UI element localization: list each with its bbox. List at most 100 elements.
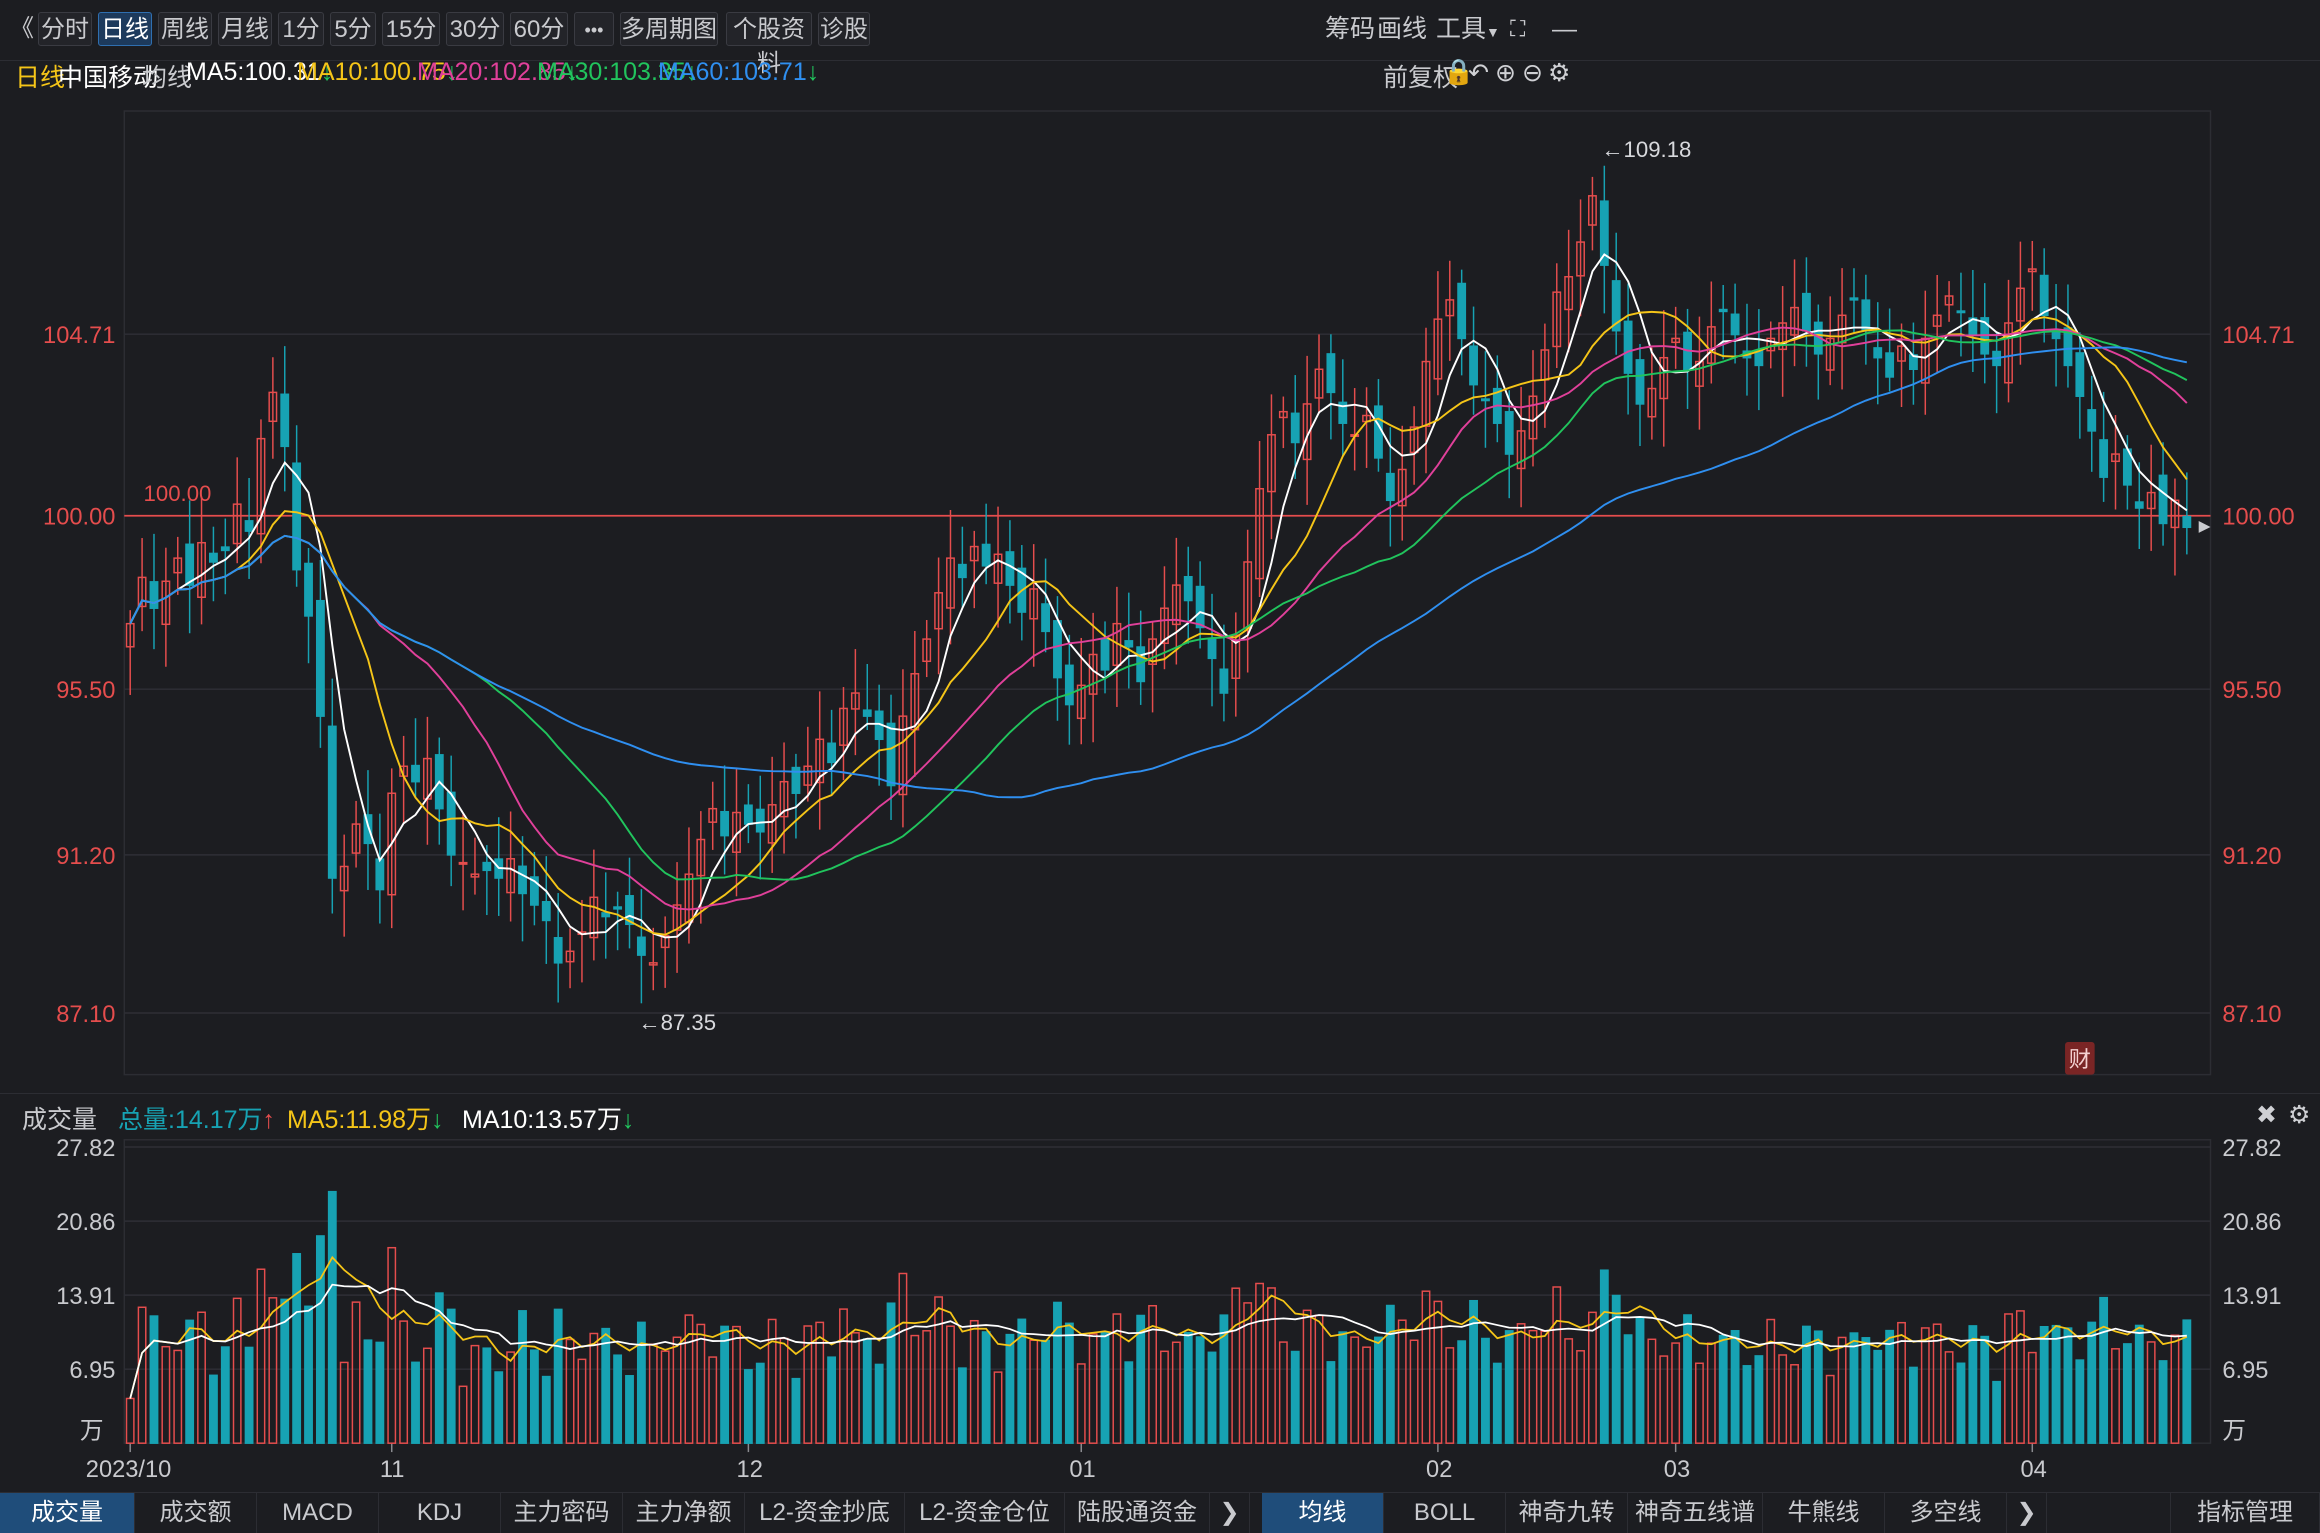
volume-bar [1397,1319,1407,1444]
zoom-out-icon[interactable]: ⊖ [1522,59,1543,87]
volume-bar [839,1308,848,1444]
volume-bar [280,1298,290,1444]
tab-main-net[interactable]: 主力净额 [623,1493,745,1533]
tab-five-line[interactable]: 神奇五线谱 [1628,1493,1763,1533]
period-tab-week[interactable]: 周线 [158,12,212,46]
stock-info-button[interactable]: 个股资料 [726,12,812,77]
candle-body [232,503,242,545]
tab-volume[interactable]: 成交量 [0,1493,135,1533]
volume-bar [1385,1304,1395,1444]
candle-body [2146,491,2156,510]
volume-bar [779,1337,789,1444]
period-tab-60min[interactable]: 60分 [510,12,568,46]
adjust-label[interactable]: 前复权 [1383,64,1459,92]
zoom-in-icon[interactable]: ⊕ [1495,59,1516,87]
candle-body [2004,322,2013,384]
candle-body [1647,387,1657,418]
more-button[interactable]: ••• [574,12,614,46]
close-volume-icon[interactable]: ✖ [2256,1101,2277,1129]
candle-body [2158,474,2168,525]
volume-bar [684,1314,694,1444]
volume-bar [2015,1310,2025,1444]
chevron-right-icon[interactable]: ❯ [2007,1493,2047,1533]
volume-bar [803,1325,813,1444]
candle-body [137,576,147,608]
diagnose-button[interactable]: 诊股 [818,12,870,46]
volume-bar [1326,1361,1336,1444]
tools-button[interactable]: 工具▼ [1436,12,1500,46]
candle-body [1944,295,1954,306]
volume-tick-label-right: 6.95 [2222,1358,2268,1384]
undo-icon[interactable]: ↶ [1468,59,1489,87]
volume-bar [1528,1329,1538,1444]
period-tab-15min[interactable]: 15分 [382,12,440,46]
tab-amount[interactable]: 成交额 [135,1493,257,1533]
volume-bar [1718,1334,1728,1444]
volume-bar [1362,1346,1371,1444]
candle-body [470,873,480,878]
volume-bar [363,1339,373,1444]
volume-bar [1611,1294,1621,1444]
volume-bar [791,1377,801,1444]
tab-l2-position[interactable]: L2-资金仓位 [905,1493,1065,1533]
candle-body [1338,401,1348,424]
tab-northbound[interactable]: 陆股通资金 [1065,1493,1210,1533]
candle-body [720,810,730,837]
high-annotation: ←109.18 [1601,137,1691,162]
chevron-right-icon[interactable]: ❯ [1210,1493,1250,1533]
volume-bar [518,1310,527,1444]
volume-bar [1588,1311,1597,1444]
candle-body [1053,620,1062,679]
volume-bar [1017,1318,1027,1444]
candle-body [553,937,563,964]
tab-ma[interactable]: 均线 [1262,1493,1384,1533]
tab-bull-bear[interactable]: 牛熊线 [1763,1493,1885,1533]
period-tab-minute[interactable]: 分时 [38,12,92,46]
candle-body [1302,403,1312,461]
period-tab-month[interactable]: 月线 [218,12,272,46]
period-tab-1min[interactable]: 1分 [278,12,324,46]
draw-button[interactable]: 画线 [1377,15,1428,43]
minimize-icon[interactable]: — [1552,15,1577,43]
period-tab-day[interactable]: 日线 [98,12,152,46]
candle-body [529,876,539,906]
tab-kdj[interactable]: KDJ [379,1493,501,1533]
arrow-down-icon: ↓ [806,58,820,86]
candle-body [708,807,718,823]
candle-body [1171,584,1181,626]
volume-settings-icon[interactable]: ⚙ [2288,1101,2311,1129]
period-tab-30min[interactable]: 30分 [446,12,504,46]
period-tab-5min[interactable]: 5分 [330,12,376,46]
tab-macd[interactable]: MACD [257,1493,379,1533]
candle-body [1457,282,1467,340]
candle-body [743,804,753,825]
indicator-manage-button[interactable]: 指标管理 [2170,1493,2320,1533]
tab-nine-turn[interactable]: 神奇九转 [1506,1493,1628,1533]
price-tick-label: 104.71 [43,323,115,349]
candle-body [363,814,373,845]
volume-bar [1053,1301,1062,1444]
volume-bar [529,1349,539,1444]
candle-body [387,792,397,896]
tab-l2-bottom[interactable]: L2-资金抄底 [745,1493,905,1533]
lock-icon[interactable]: 🔒 [1443,58,1475,86]
volume-bar [755,1362,765,1444]
settings-icon[interactable]: ⚙ [1548,59,1571,87]
candle-body [589,896,599,939]
multi-period-dropdown[interactable]: 多周期图 ⌄ [620,12,718,75]
tab-boll[interactable]: BOLL [1384,1493,1506,1533]
volume-bar [862,1338,872,1444]
candle-body [1730,313,1740,336]
fullscreen-icon[interactable]: ⛶ [1510,16,1526,41]
back-button[interactable]: 《 [10,15,34,42]
tab-main-code[interactable]: 主力密码 [501,1493,623,1533]
candle-body [161,580,171,626]
candle-body [1671,337,1681,344]
candle-body [1778,322,1788,351]
candle-body [1207,638,1217,660]
tab-long-short[interactable]: 多空线 [1885,1493,2007,1533]
candle-body [1623,320,1633,374]
volume-bar [1160,1350,1169,1444]
chips-button[interactable]: 筹码 [1325,15,1376,43]
